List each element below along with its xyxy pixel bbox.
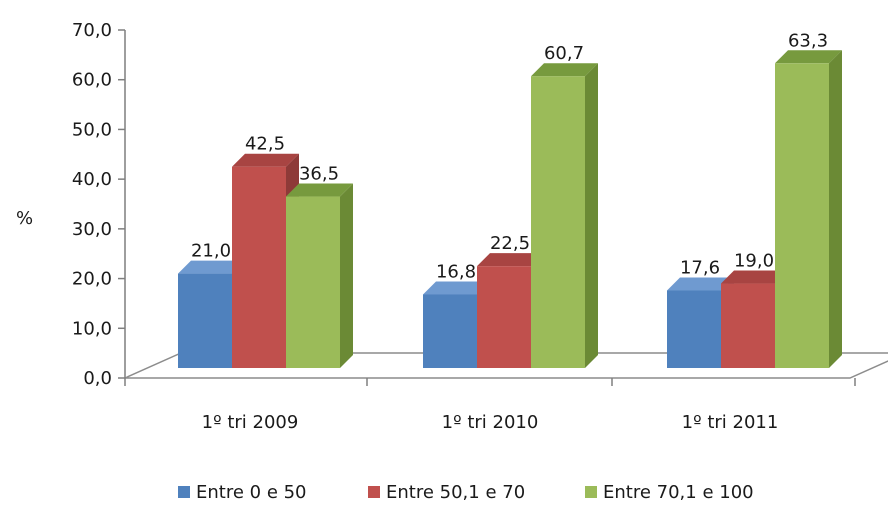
bar-top	[667, 277, 734, 291]
bar-top	[286, 183, 353, 197]
bar	[178, 273, 232, 368]
data-label: 22,5	[490, 233, 530, 254]
y-tick-label: 40,0	[72, 169, 112, 190]
bar-top	[178, 260, 245, 274]
data-label: 17,6	[680, 258, 720, 279]
data-label: 60,7	[544, 43, 584, 64]
bar-top	[775, 50, 842, 64]
bars	[178, 50, 842, 369]
legend-label: Entre 50,1 e 70	[386, 482, 525, 503]
bar	[531, 76, 585, 368]
y-axis-label: %	[16, 208, 33, 229]
bar-top	[232, 153, 299, 167]
bar-top	[423, 281, 490, 295]
legend-label: Entre 70,1 e 100	[603, 482, 754, 503]
bar	[423, 294, 477, 368]
axes: 0,0 10,0 20,0 30,0 40,0 50,0 60,0 70,0	[72, 20, 888, 389]
y-tick-label: 70,0	[72, 20, 112, 41]
legend-swatch	[368, 486, 380, 498]
bar	[775, 63, 829, 369]
data-label: 21,0	[191, 241, 231, 262]
data-label: 36,5	[299, 164, 339, 185]
x-tick-label: 1º tri 2009	[202, 412, 299, 433]
y-tick-label: 20,0	[72, 269, 112, 290]
y-tick-label: 30,0	[72, 219, 112, 240]
x-tick-label: 1º tri 2010	[442, 412, 539, 433]
data-label: 63,3	[788, 30, 828, 51]
bar	[667, 290, 721, 368]
legend-label: Entre 0 e 50	[196, 482, 307, 503]
x-tick-label: 1º tri 2011	[682, 412, 779, 433]
legend-swatch	[585, 486, 597, 498]
data-label: 42,5	[245, 134, 285, 155]
bar	[477, 266, 531, 368]
bar-side	[829, 50, 842, 369]
data-label: 16,8	[436, 261, 476, 282]
bar-top	[721, 270, 788, 284]
bar-top	[477, 253, 544, 267]
bar	[286, 196, 340, 368]
legend: Entre 0 e 50 Entre 50,1 e 70 Entre 70,1 e …	[178, 482, 754, 503]
data-label: 19,0	[734, 251, 774, 272]
y-tick-label: 60,0	[72, 70, 112, 91]
labels: 1º tri 2009 1º tri 2010 1º tri 2011 21,0 16,…	[191, 30, 828, 433]
floor-plane	[124, 352, 888, 379]
y-tick-label: 50,0	[72, 119, 112, 140]
y-tick-label: 0,0	[83, 368, 112, 389]
y-tick-label: 10,0	[72, 318, 112, 339]
bar	[232, 166, 286, 368]
legend-swatch	[178, 486, 190, 498]
bar-top	[531, 63, 598, 77]
bar-side	[585, 63, 598, 369]
bar-side	[340, 183, 353, 368]
bar	[721, 283, 775, 368]
